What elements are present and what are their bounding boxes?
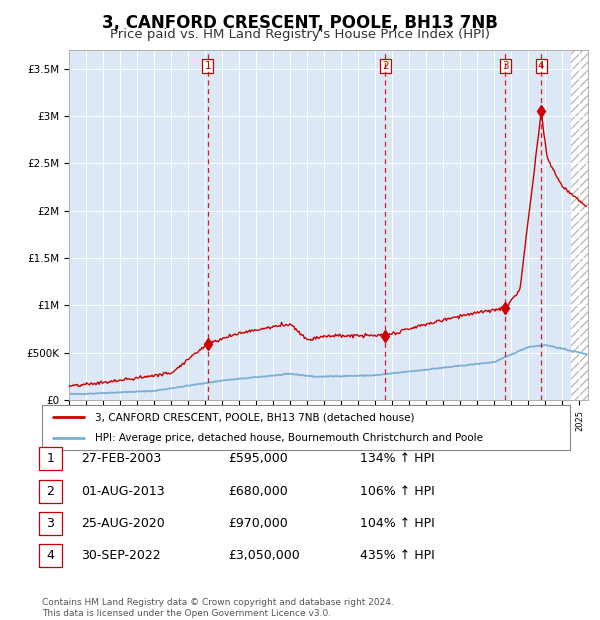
- Text: 25-AUG-2020: 25-AUG-2020: [81, 517, 165, 529]
- Text: 1: 1: [46, 453, 55, 465]
- Text: 104% ↑ HPI: 104% ↑ HPI: [360, 517, 435, 529]
- Text: 1: 1: [205, 61, 211, 71]
- Text: 4: 4: [538, 61, 545, 71]
- Text: 134% ↑ HPI: 134% ↑ HPI: [360, 453, 434, 465]
- Text: 3: 3: [502, 61, 509, 71]
- Text: 3: 3: [46, 517, 55, 529]
- Text: Price paid vs. HM Land Registry's House Price Index (HPI): Price paid vs. HM Land Registry's House …: [110, 28, 490, 41]
- Text: Contains HM Land Registry data © Crown copyright and database right 2024.
This d: Contains HM Land Registry data © Crown c…: [42, 598, 394, 618]
- Text: 4: 4: [46, 549, 55, 562]
- Text: 30-SEP-2022: 30-SEP-2022: [81, 549, 161, 562]
- Text: £595,000: £595,000: [228, 453, 288, 465]
- Text: 27-FEB-2003: 27-FEB-2003: [81, 453, 161, 465]
- FancyBboxPatch shape: [42, 405, 570, 450]
- Text: 3, CANFORD CRESCENT, POOLE, BH13 7NB: 3, CANFORD CRESCENT, POOLE, BH13 7NB: [102, 14, 498, 32]
- Text: 106% ↑ HPI: 106% ↑ HPI: [360, 485, 435, 497]
- Text: £3,050,000: £3,050,000: [228, 549, 300, 562]
- Bar: [571, 50, 588, 400]
- Text: 2: 2: [46, 485, 55, 497]
- Text: 435% ↑ HPI: 435% ↑ HPI: [360, 549, 435, 562]
- Text: HPI: Average price, detached house, Bournemouth Christchurch and Poole: HPI: Average price, detached house, Bour…: [95, 433, 483, 443]
- Text: £970,000: £970,000: [228, 517, 288, 529]
- Text: 2: 2: [382, 61, 388, 71]
- Text: 01-AUG-2013: 01-AUG-2013: [81, 485, 164, 497]
- Text: £680,000: £680,000: [228, 485, 288, 497]
- Text: 3, CANFORD CRESCENT, POOLE, BH13 7NB (detached house): 3, CANFORD CRESCENT, POOLE, BH13 7NB (de…: [95, 412, 415, 422]
